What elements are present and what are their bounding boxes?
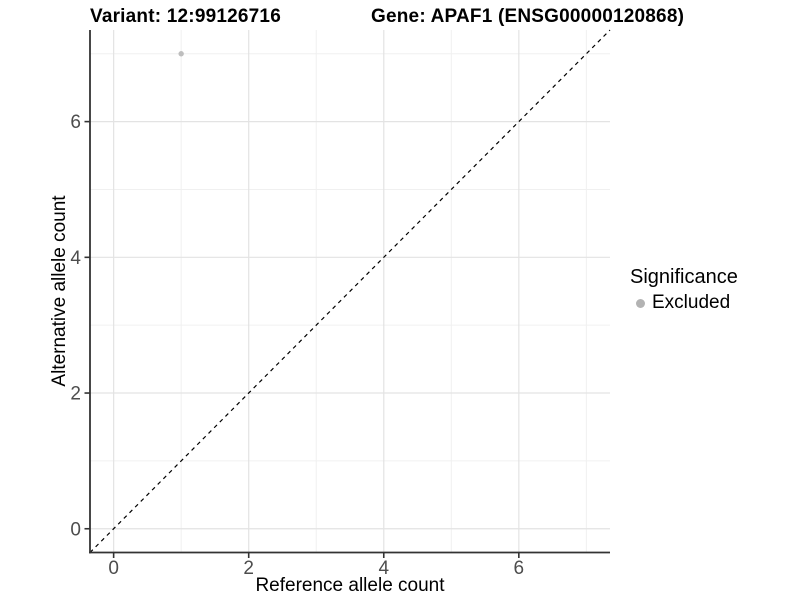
y-tick-label: 2 xyxy=(70,384,81,405)
x-tick-label: 0 xyxy=(108,558,119,579)
x-axis-title: Reference allele count xyxy=(255,575,445,596)
x-tick-label: 2 xyxy=(243,558,254,579)
legend-item-excluded: Excluded xyxy=(630,292,738,314)
variant-title: Variant: 12:99126716 xyxy=(90,6,281,27)
excluded-point-icon xyxy=(636,298,645,308)
data-point xyxy=(178,51,184,57)
y-tick-label: 6 xyxy=(70,112,81,133)
x-tick-label: 4 xyxy=(378,558,389,579)
legend-item-label: Excluded xyxy=(652,292,731,313)
y-tick-label: 0 xyxy=(70,519,81,540)
gene-title: Gene: APAF1 (ENSG00000120868) xyxy=(371,6,685,27)
identity-line xyxy=(89,29,611,553)
legend: Significance Excluded xyxy=(630,266,738,314)
x-tick-label: 6 xyxy=(514,558,525,579)
y-tick-label: 4 xyxy=(70,248,81,269)
legend-title: Significance xyxy=(630,266,738,288)
y-axis-title: Alternative allele count xyxy=(49,195,70,387)
